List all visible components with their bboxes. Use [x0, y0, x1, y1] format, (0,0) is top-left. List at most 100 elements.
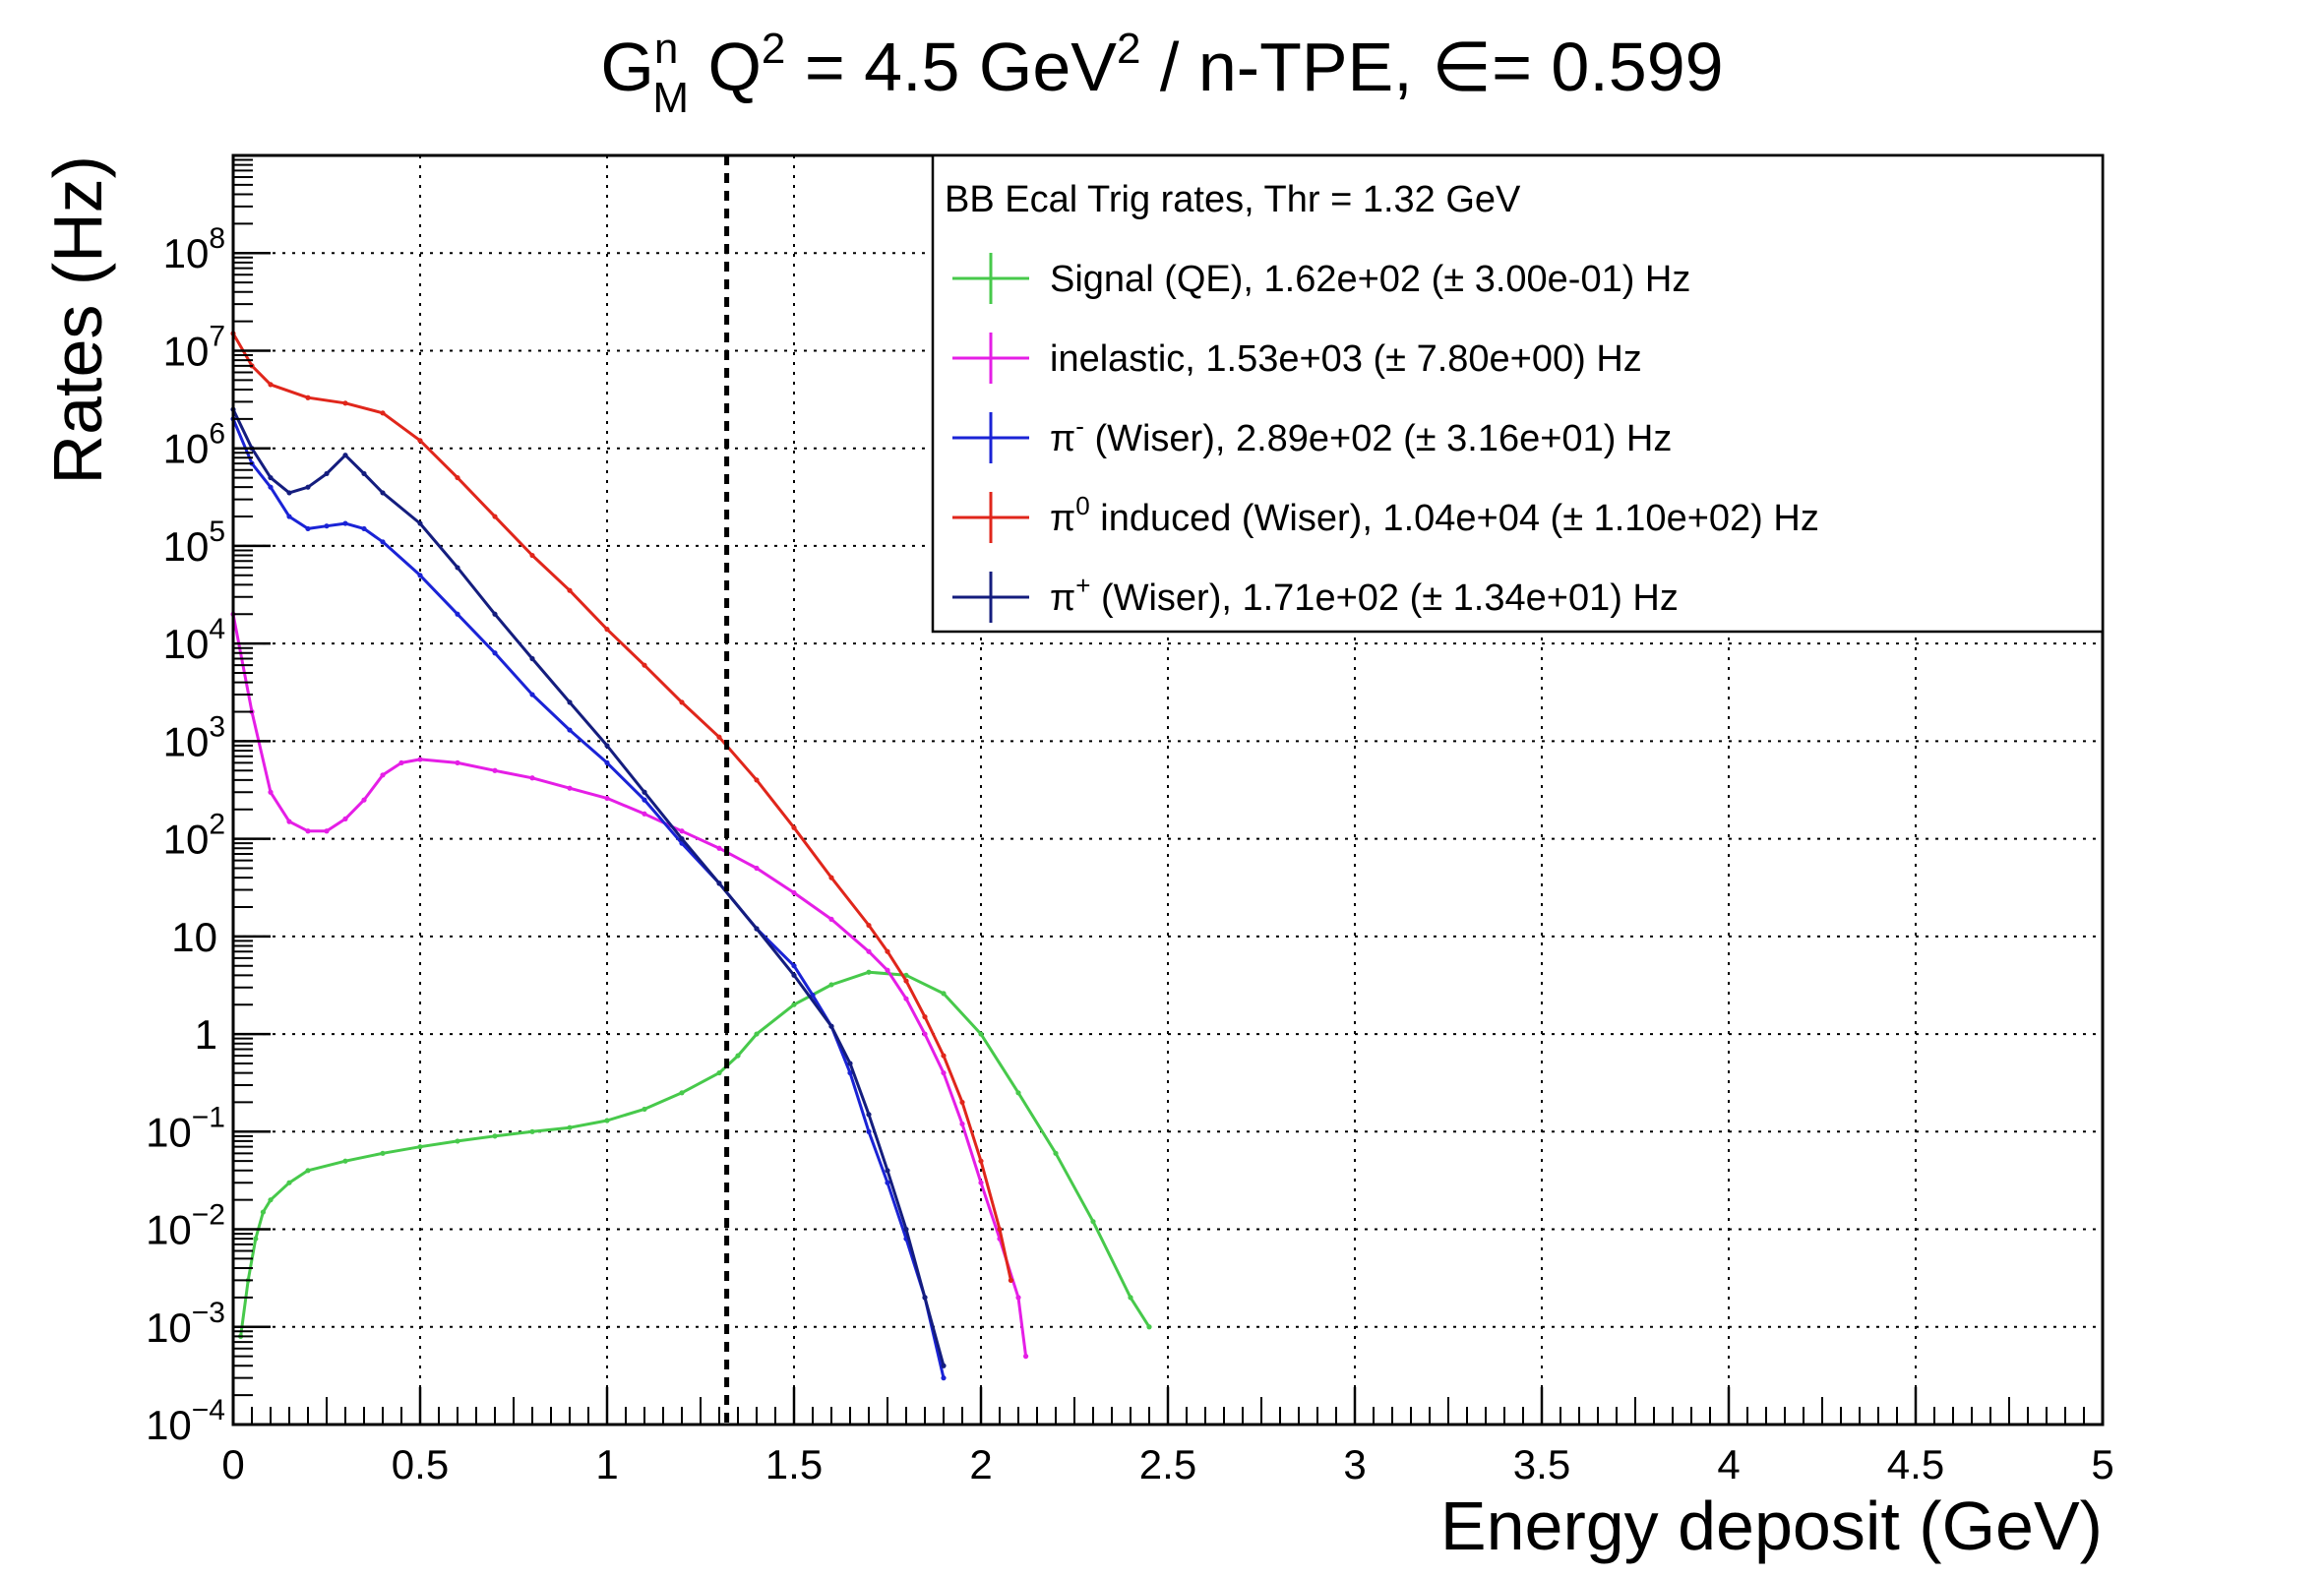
series-point: [866, 969, 872, 975]
y-tick-label: 10−1: [146, 1101, 225, 1155]
series-point: [567, 1124, 573, 1130]
series-point: [324, 470, 330, 477]
series-point: [679, 828, 685, 834]
series-point: [268, 1197, 274, 1203]
series-point: [885, 1180, 890, 1185]
series-point: [941, 1363, 947, 1368]
series-point: [268, 382, 274, 388]
series-point: [642, 1106, 647, 1113]
series-point: [978, 1031, 984, 1037]
series-point: [1128, 1295, 1133, 1301]
series-point: [492, 611, 498, 617]
series-line-2: [231, 418, 946, 1379]
series-point: [567, 699, 573, 705]
series-point: [324, 828, 330, 834]
series-point: [1015, 1090, 1021, 1096]
x-tick-label: 0.5: [392, 1441, 449, 1487]
series-point: [903, 1226, 909, 1233]
y-tick-label: 10: [171, 914, 217, 960]
series-point: [342, 453, 348, 458]
legend-entry-label: Signal (QE), 1.62e+02 (± 3.00e-01) Hz: [1050, 259, 1690, 300]
series-point: [455, 759, 460, 765]
series-point: [286, 490, 292, 496]
series-point: [754, 865, 760, 872]
series-point: [305, 828, 311, 834]
title-mid-sup: 2: [1117, 25, 1140, 73]
series-point: [716, 1069, 722, 1076]
series-point: [286, 1180, 292, 1185]
axes: 0 0.5 1 1.5 2 2.5 3 3.5 4 4.5 5 10−4 10−3 10−2 10−1 1 10…: [146, 158, 2114, 1487]
series-point: [268, 474, 274, 481]
series-point: [679, 1090, 685, 1096]
series-point: [642, 797, 647, 803]
series-point: [286, 819, 292, 824]
series-point: [492, 650, 498, 656]
series-point: [828, 982, 834, 988]
series-point: [959, 1099, 965, 1106]
series-point: [1008, 1277, 1013, 1284]
series-point: [529, 775, 535, 781]
series-point: [791, 824, 797, 830]
x-tick-label: 0: [221, 1441, 244, 1487]
series-point: [791, 889, 797, 896]
series-point: [455, 1138, 460, 1144]
series-point: [828, 1023, 834, 1029]
series-point: [959, 1121, 965, 1127]
series-point: [361, 797, 367, 803]
series-point: [286, 514, 292, 519]
series-point: [754, 777, 760, 783]
series-point: [997, 1226, 1003, 1233]
series-point: [567, 587, 573, 593]
title-sub: M: [652, 74, 689, 122]
series-point: [455, 611, 460, 617]
legend-header: BB Ecal Trig rates, Thr = 1.32 GeV: [945, 179, 1521, 220]
series-point: [604, 1118, 610, 1123]
series-point: [305, 525, 311, 532]
y-tick-label: 108: [163, 222, 225, 276]
series-point: [529, 552, 535, 559]
x-tick-label: 2.5: [1139, 1441, 1196, 1487]
series-point: [492, 767, 498, 773]
series-point: [866, 948, 872, 954]
series-point: [1015, 1295, 1021, 1301]
y-tick-label: 103: [163, 710, 225, 764]
series-point: [922, 1014, 928, 1020]
series-point: [828, 875, 834, 880]
series-point: [492, 1133, 498, 1139]
series-point: [342, 400, 348, 406]
y-tick-label: 105: [163, 516, 225, 570]
x-tick-label: 1: [595, 1441, 618, 1487]
series-point: [380, 1150, 386, 1156]
series-point: [455, 474, 460, 481]
x-tick-label: 4: [1717, 1441, 1740, 1487]
series-point: [604, 627, 610, 633]
y-tick-label: 1: [195, 1011, 217, 1058]
series-point: [417, 573, 423, 578]
legend-entry-label: inelastic, 1.53e+03 (± 7.80e+00) Hz: [1050, 338, 1642, 380]
series-layer: [230, 331, 1152, 1381]
series-point: [978, 1180, 984, 1185]
y-tick-label: 10−3: [146, 1297, 225, 1351]
y-tick-label: 10−2: [146, 1199, 225, 1253]
series-point: [417, 1144, 423, 1150]
chart-title: Gn M Q2 = 4.5 GeV2 / n-TPE, ∈= 0.599: [600, 25, 1723, 122]
x-tick-label: 1.5: [765, 1441, 823, 1487]
series-point: [642, 811, 647, 817]
series-point: [791, 972, 797, 978]
legend-entry-label: π0 induced (Wiser), 1.04e+04 (± 1.10e+02…: [1050, 491, 1819, 539]
series-point: [380, 539, 386, 545]
series-point: [735, 1053, 741, 1059]
x-tick-label: 3.5: [1513, 1441, 1570, 1487]
title-q-sup: 2: [762, 25, 785, 73]
series-point: [604, 759, 610, 765]
series-point: [679, 836, 685, 842]
series-point: [716, 845, 722, 851]
series-point: [642, 789, 647, 795]
series-point: [529, 1128, 535, 1134]
series-point: [268, 484, 274, 490]
series-point: [253, 1236, 259, 1242]
series-point: [380, 772, 386, 778]
series-point: [604, 743, 610, 749]
series-point: [866, 922, 872, 929]
